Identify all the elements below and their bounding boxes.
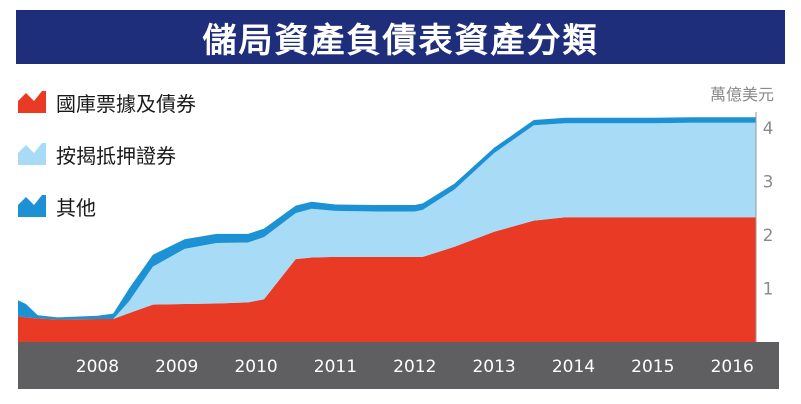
area-series-1 (18, 217, 756, 342)
y-tick-label: 3 (763, 173, 774, 193)
x-tick-label: 2009 (155, 357, 198, 377)
x-tick-label: 2014 (552, 357, 595, 377)
x-tick-label: 2010 (234, 357, 277, 377)
legend-label-1: 國庫票據及債券 (56, 92, 196, 116)
legend-item-1: 國庫票據及債券 (18, 91, 196, 116)
legend-label-2: 按揭抵押證券 (56, 144, 176, 168)
x-tick-label: 2016 (711, 357, 754, 377)
x-tick-label: 2012 (393, 357, 436, 377)
chart-title: 儲局資產負債表資產分類 (16, 10, 785, 64)
y-tick-label: 2 (763, 226, 774, 246)
x-tick-label: 2011 (314, 357, 357, 377)
x-axis-band (18, 342, 779, 389)
y-tick-label: 1 (763, 280, 774, 300)
legend-swatch-1 (18, 91, 46, 113)
y-axis-label: 萬億美元 (710, 85, 774, 104)
legend-label-3: 其他 (56, 196, 96, 220)
legend-item-3: 其他 (18, 195, 96, 220)
y-tick-labels: 1 2 3 4 (763, 119, 774, 300)
legend-swatch-2 (18, 143, 46, 165)
x-tick-label: 2008 (76, 357, 119, 377)
y-tick-label: 4 (763, 119, 774, 139)
legend-item-2: 按揭抵押證券 (18, 143, 176, 168)
x-tick-label: 2013 (472, 357, 515, 377)
x-tick-label: 2015 (631, 357, 674, 377)
area-series-2 (18, 122, 756, 320)
x-tick-labels: 2008 2009 2010 2011 2012 2013 2014 2015 2016 (76, 357, 754, 377)
area-layer (18, 117, 756, 342)
legend-swatch-3 (18, 195, 46, 217)
